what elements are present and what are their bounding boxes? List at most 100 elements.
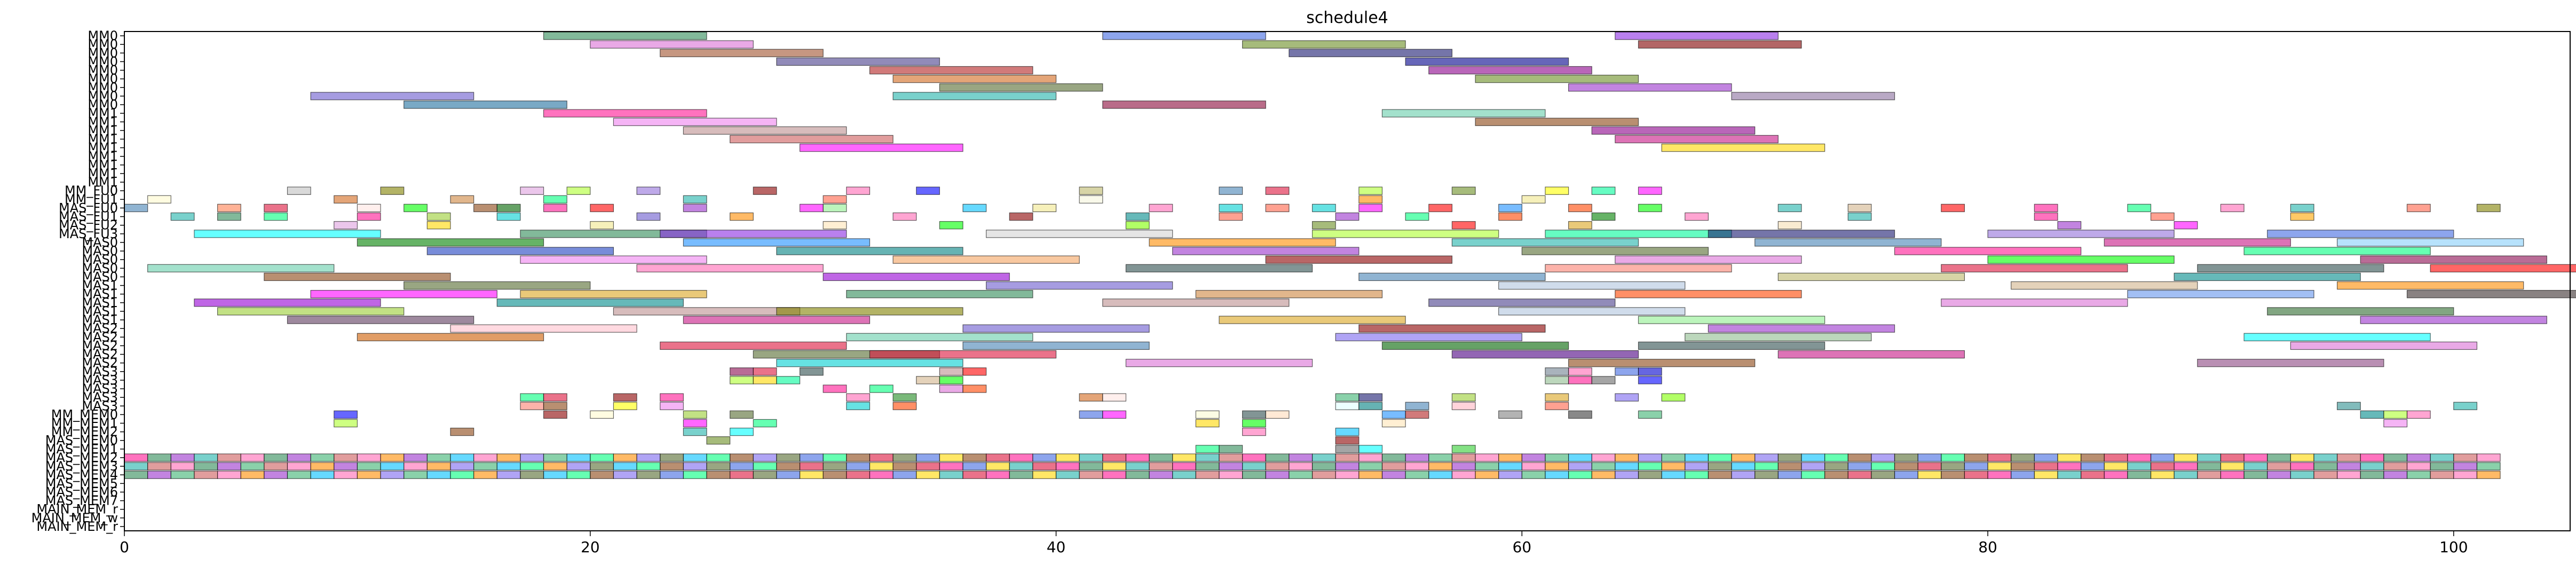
task-bar <box>404 281 591 290</box>
task-bar <box>1172 247 1360 255</box>
main-mem-block <box>1289 462 1313 470</box>
main-mem-block <box>1032 453 1057 462</box>
main-mem-block <box>660 453 684 462</box>
y-tick-label: MM1 <box>88 140 118 155</box>
main-mem-block <box>916 462 940 470</box>
task-bar <box>450 427 475 436</box>
task-bar <box>613 393 637 402</box>
task-bar <box>1591 376 1616 384</box>
task-bar <box>1615 32 1779 40</box>
main-mem-block <box>2174 453 2198 462</box>
task-bar <box>636 264 824 272</box>
main-mem-block <box>170 470 195 479</box>
task-bar <box>636 212 661 221</box>
main-mem-block <box>1801 453 1826 462</box>
task-bar <box>2267 230 2454 238</box>
task-bar <box>1079 393 1103 402</box>
task-bar <box>869 350 1057 359</box>
y-tick-label: MAIN_MEM_r <box>36 519 118 534</box>
task-bar <box>1731 92 1895 100</box>
task-bar <box>1311 221 1336 230</box>
main-mem-block <box>473 462 497 470</box>
task-bar <box>1102 32 1266 40</box>
main-mem-block <box>1871 470 1895 479</box>
main-mem-block <box>636 453 661 462</box>
main-mem-block <box>1195 462 1220 470</box>
task-bar <box>520 290 707 299</box>
y-tick-label: MAS1 <box>82 295 118 310</box>
main-mem-block <box>1894 453 1918 462</box>
task-bar <box>1358 195 1383 204</box>
task-bar <box>660 402 684 410</box>
x-tick-label: 60 <box>1512 538 1531 556</box>
task-bar <box>1335 445 1360 453</box>
task-bar <box>1591 126 1756 135</box>
main-mem-block <box>194 453 218 462</box>
main-mem-block <box>170 462 195 470</box>
main-mem-block <box>1475 462 1499 470</box>
main-mem-block <box>706 470 731 479</box>
task-bar <box>683 316 871 324</box>
task-bar <box>776 358 963 367</box>
task-bar <box>1708 230 1895 238</box>
main-mem-block <box>2011 453 2035 462</box>
task-bar <box>1428 203 1452 213</box>
task-bar <box>753 419 777 428</box>
task-bar <box>1451 350 1639 359</box>
task-bar <box>660 230 847 238</box>
task-bar <box>1358 203 1383 213</box>
y-tick-label: MAS_FU0 <box>59 200 118 215</box>
task-bar <box>939 376 963 384</box>
main-mem-block <box>1125 453 1150 462</box>
main-mem-block <box>334 462 358 470</box>
task-bar <box>1428 66 1592 75</box>
main-mem-block <box>1847 453 1872 462</box>
main-mem-block <box>543 462 567 470</box>
main-mem-block <box>2267 470 2291 479</box>
task-bar <box>776 307 963 316</box>
main-mem-block <box>496 462 521 470</box>
task-bar <box>1638 186 1662 195</box>
main-mem-block <box>2220 462 2245 470</box>
main-mem-block <box>520 470 544 479</box>
y-tick-label: MAS3 <box>82 364 118 379</box>
main-mem-block <box>660 470 684 479</box>
main-mem-block <box>2081 470 2105 479</box>
main-mem-block <box>1032 462 1057 470</box>
task-bar <box>1545 230 1732 238</box>
main-mem-block <box>2127 453 2152 462</box>
task-bar <box>683 195 707 204</box>
main-mem-block <box>1824 462 1848 470</box>
main-mem-block <box>1545 462 1569 470</box>
main-mem-block <box>1755 462 1779 470</box>
main-mem-block <box>892 470 917 479</box>
main-mem-block <box>1381 453 1406 462</box>
main-mem-block <box>2476 470 2501 479</box>
task-bar <box>683 238 871 247</box>
main-mem-block <box>613 462 637 470</box>
task-bar <box>799 203 824 213</box>
task-bar <box>1568 203 1592 213</box>
task-bar <box>1335 333 1522 341</box>
task-bar <box>543 410 567 419</box>
main-mem-block <box>287 462 311 470</box>
main-mem-block <box>1568 462 1592 470</box>
task-bar <box>1195 410 1220 419</box>
main-mem-block <box>264 462 288 470</box>
task-bar <box>1498 203 1522 213</box>
main-mem-block <box>2406 453 2431 462</box>
task-bar <box>1358 402 1383 410</box>
main-mem-block <box>1894 470 1918 479</box>
chart-title: schedule4 <box>1306 9 1388 27</box>
main-mem-block <box>404 470 428 479</box>
task-bar <box>823 203 847 213</box>
task-bar <box>1894 247 2082 255</box>
task-bar <box>2174 221 2198 230</box>
main-mem-block <box>1125 462 1150 470</box>
main-mem-block <box>2034 453 2058 462</box>
main-mem-block <box>2430 462 2454 470</box>
task-bar <box>1568 376 1592 384</box>
y-tick-label: MAS_FU1 <box>59 209 118 224</box>
main-mem-block <box>1685 462 1709 470</box>
task-bar <box>1777 350 1965 359</box>
